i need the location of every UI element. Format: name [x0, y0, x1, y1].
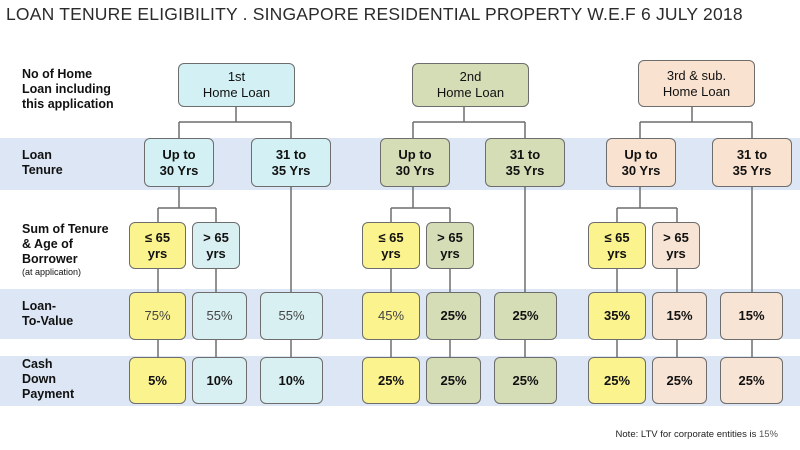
cash-down-box: 25%	[652, 357, 707, 404]
home-loan-3-box: 3rd & sub. Home Loan	[638, 60, 755, 107]
row-label-loan-tenure-text: Loan Tenure	[22, 148, 63, 177]
age-le-65-box: ≤ 65 yrs	[129, 222, 186, 269]
tenure-31-35-box: 31 to 35 Yrs	[485, 138, 565, 187]
tenure-up-to-30-box: Up to 30 Yrs	[380, 138, 450, 187]
row-label-cash-down-text: Cash Down Payment	[22, 357, 75, 401]
home-loan-1-box: 1st Home Loan	[178, 63, 295, 107]
row-label-tenure-age-text: Sum of Tenure & Age of Borrower	[22, 222, 109, 266]
row-label-cash-down: Cash Down Payment	[22, 357, 74, 402]
age-gt-65-box: > 65 yrs	[192, 222, 240, 269]
cash-down-box: 25%	[362, 357, 420, 404]
cash-down-box: 25%	[426, 357, 481, 404]
tenure-31-35-box: 31 to 35 Yrs	[251, 138, 331, 187]
cash-down-box: 25%	[588, 357, 646, 404]
row-label-home-loans: No of Home Loan including this applicati…	[22, 67, 114, 112]
ltv-box: 75%	[129, 292, 186, 340]
ltv-box: 25%	[426, 292, 481, 340]
page-title: LOAN TENURE ELIGIBILITY . SINGAPORE RESI…	[6, 4, 743, 24]
home-loan-2-box: 2nd Home Loan	[412, 63, 529, 107]
age-le-65-box: ≤ 65 yrs	[362, 222, 420, 269]
tenure-31-35-box: 31 to 35 Yrs	[712, 138, 792, 187]
row-label-ltv: Loan- To-Value	[22, 299, 73, 329]
ltv-box: 35%	[588, 292, 646, 340]
ltv-box: 55%	[260, 292, 323, 340]
row-label-ltv-text: Loan- To-Value	[22, 299, 74, 328]
cash-down-box: 5%	[129, 357, 186, 404]
tenure-up-to-30-box: Up to 30 Yrs	[144, 138, 214, 187]
age-gt-65-box: > 65 yrs	[426, 222, 474, 269]
footnote-value: 15%	[758, 429, 778, 440]
ltv-box: 25%	[494, 292, 557, 340]
ltv-box: 15%	[720, 292, 783, 340]
ltv-box: 15%	[652, 292, 707, 340]
cash-down-box: 10%	[192, 357, 247, 404]
ltv-box: 45%	[362, 292, 420, 340]
ltv-box: 55%	[192, 292, 247, 340]
row-label-loan-tenure: Loan Tenure	[22, 148, 63, 178]
cash-down-box: 10%	[260, 357, 323, 404]
footnote: Note: LTV for corporate entities is 15%	[616, 429, 778, 440]
row-label-home-loans-text: No of Home Loan including this applicati…	[22, 67, 114, 111]
cash-down-box: 25%	[494, 357, 557, 404]
age-le-65-box: ≤ 65 yrs	[588, 222, 646, 269]
age-gt-65-box: > 65 yrs	[652, 222, 700, 269]
row-label-tenure-age: Sum of Tenure & Age of Borrower (at appl…	[22, 222, 109, 278]
row-label-tenure-age-sub: (at application)	[22, 267, 82, 277]
footnote-text: Note: LTV for corporate entities is	[615, 429, 759, 440]
tenure-up-to-30-box: Up to 30 Yrs	[606, 138, 676, 187]
cash-down-box: 25%	[720, 357, 783, 404]
